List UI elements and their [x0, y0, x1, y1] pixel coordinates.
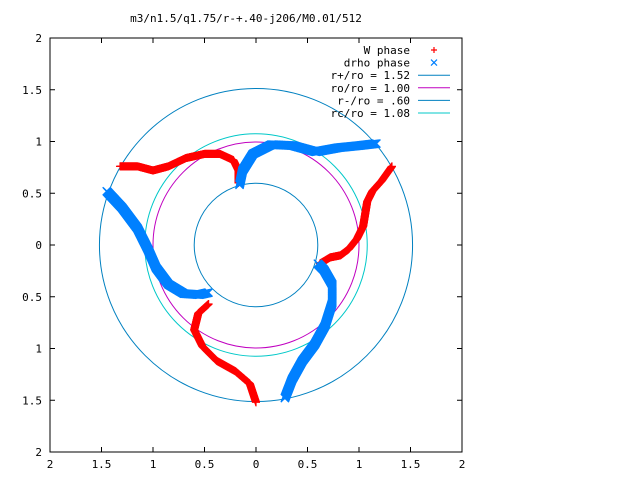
- chart-title: m3/n1.5/q1.75/r-+.40-j206/M0.01/512: [130, 12, 362, 25]
- y-tick-label: 0: [35, 239, 42, 252]
- y-tick-label: 1: [35, 343, 42, 356]
- x-tick-label: 1: [356, 458, 363, 471]
- x-tick-label: 0.5: [195, 458, 215, 471]
- w-phase-arm-1: [116, 149, 243, 187]
- w-phase-arm-2: [190, 299, 260, 407]
- x-tick-label: 2: [459, 458, 466, 471]
- legend-label-1: drho phase: [344, 57, 410, 70]
- x-tick-label: 1: [150, 458, 157, 471]
- drho-phase-arm-2: [235, 139, 381, 190]
- y-tick-label: 1: [35, 136, 42, 149]
- legend-marker-0: [431, 47, 437, 53]
- x-tick-label: 1.5: [401, 458, 421, 471]
- y-tick-label: 2: [35, 446, 42, 459]
- drho-phase-arm-0: [102, 186, 214, 300]
- x-tick-label: 2: [47, 458, 54, 471]
- legend-label-4: r-/ro = .60: [337, 94, 410, 107]
- legend-label-3: ro/ro = 1.00: [331, 82, 410, 95]
- legend-label-0: W phase: [364, 44, 410, 57]
- axes-layer: 2 1.5 1 0.5 0 0.5 1 1.5 221.510.500.511.52: [22, 32, 465, 471]
- y-tick-label: 1.5: [22, 84, 42, 97]
- y-tick-label: 1.5: [22, 394, 42, 407]
- w-phase-arm-0: [315, 162, 396, 268]
- drho-phase-arm-1: [280, 259, 337, 403]
- circle-3: [152, 141, 360, 349]
- y-tick-label: 0.5: [22, 187, 42, 200]
- circle-4: [193, 182, 319, 308]
- x-tick-label: 0.5: [298, 458, 318, 471]
- y-tick-label: 2: [35, 32, 42, 45]
- legend-label-5: rc/ro = 1.08: [331, 107, 410, 120]
- legend-label-2: r+/ro = 1.52: [331, 69, 410, 82]
- data-layer: [98, 87, 414, 407]
- y-tick-label: 0.5: [22, 291, 42, 304]
- x-tick-label: 1.5: [92, 458, 112, 471]
- x-tick-label: 0: [253, 458, 260, 471]
- legend-marker-1: [430, 59, 438, 67]
- circle-5: [144, 133, 368, 357]
